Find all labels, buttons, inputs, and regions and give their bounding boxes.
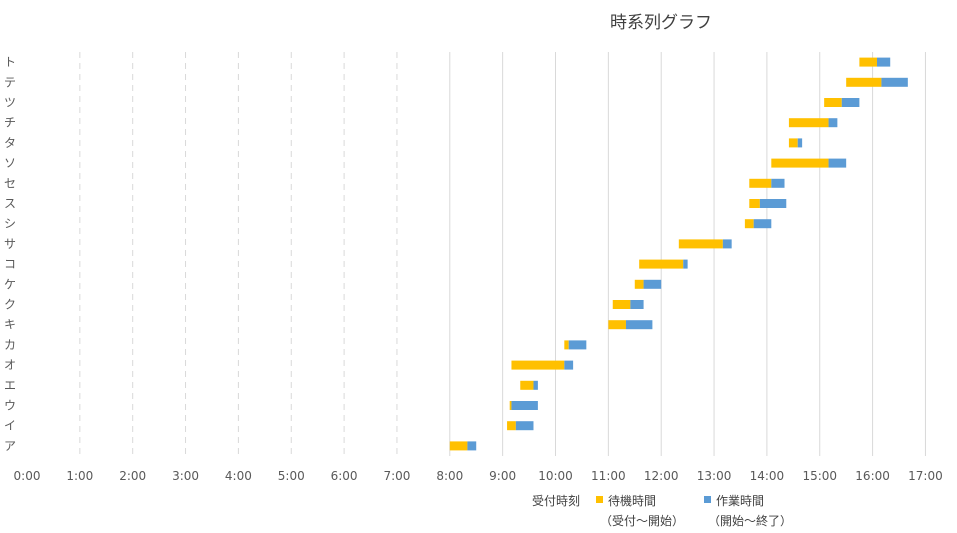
y-category-label: ス [4,197,16,211]
bar-wait-カ [564,340,569,350]
bar-wait-サ [678,239,723,249]
bar-work-セ [771,178,785,188]
grid-lines [79,52,926,456]
bar-work-ア [467,441,477,451]
legend-label: 作業時間 [716,494,764,508]
y-category-label: ト [4,55,16,69]
bar-work-チ [828,118,838,128]
bar-work-ト [877,57,891,67]
bar-wait-ア [449,441,468,451]
bar-wait-シ [744,219,754,229]
bar-work-キ [625,320,653,330]
x-axis-ticks: 0:00 1:00 2:00 3:00 4:00 5:00 6:00 7:00 8:00 9:00… [14,469,943,483]
legend-swatch [704,496,711,503]
y-category-label: ケ [4,277,16,291]
bar-wait-ツ [824,98,842,107]
x-tick-label: 4:00 [225,469,252,483]
bar-work-サ [722,239,732,249]
bar-work-テ [881,77,908,87]
legend: 受付時刻 待機時間 （受付～開始） 作業時間 （開始～終了） [532,493,792,528]
bar-work-カ [568,340,587,350]
x-tick-label: 8:00 [436,469,463,483]
y-category-label: テ [4,75,16,89]
legend-sublabel: （受付～開始） [600,514,684,528]
y-category-label: タ [4,136,16,150]
y-category-label: イ [4,419,16,433]
bar-work-エ [533,380,538,390]
x-tick-label: 5:00 [278,469,305,483]
y-category-label: シ [4,217,16,231]
bars [449,57,908,451]
bar-wait-ウ [509,401,512,410]
x-tick-label: 14:00 [750,469,785,483]
y-category-label: カ [4,338,16,352]
y-category-label: ツ [4,96,16,110]
bar-wait-エ [520,380,534,390]
bar-wait-キ [608,320,626,330]
y-category-label: オ [4,358,16,372]
x-tick-label: 1:00 [66,469,93,483]
bar-wait-ケ [634,279,644,289]
y-category-label: ア [4,439,16,453]
y-category-label: ウ [4,399,16,413]
y-category-label: コ [4,257,16,271]
legend-sublabel: （開始～終了） [708,513,792,528]
legend-label: 待機時間 [608,493,656,508]
y-category-label: ソ [4,156,16,170]
bar-work-ケ [643,279,662,289]
x-tick-label: 6:00 [331,469,358,483]
x-tick-label: 7:00 [383,469,410,483]
y-category-label: エ [4,378,16,392]
bar-work-イ [515,421,534,431]
x-tick-label: 2:00 [119,469,146,483]
y-category-label: サ [4,237,16,251]
x-tick-label: 17:00 [908,469,943,483]
legend-label: 受付時刻 [532,494,580,508]
bar-wait-チ [788,118,829,128]
y-category-label: セ [4,176,16,190]
bar-wait-タ [788,138,798,148]
bar-work-シ [753,219,772,229]
bar-work-タ [797,138,803,148]
bar-wait-オ [511,360,565,370]
chart-title: 時系列グラフ [610,13,712,33]
bar-work-ウ [511,401,538,410]
y-category-label: キ [4,318,16,332]
bar-work-コ [683,259,688,269]
legend-swatch [596,496,603,503]
bar-wait-ソ [771,158,829,168]
bar-wait-ク [612,300,631,309]
x-tick-label: 16:00 [855,469,890,483]
bar-wait-セ [749,178,772,188]
x-tick-label: 3:00 [172,469,199,483]
bar-wait-イ [507,421,516,431]
x-tick-label: 10:00 [538,469,573,483]
bar-work-ツ [841,98,860,107]
x-tick-label: 13:00 [697,469,732,483]
x-tick-label: 15:00 [802,469,837,483]
bar-work-ク [630,300,644,309]
bar-wait-ト [859,57,878,67]
bar-work-オ [564,360,574,370]
x-tick-label: 0:00 [14,469,41,483]
bar-wait-コ [639,259,684,269]
x-tick-label: 11:00 [591,469,626,483]
bar-work-ス [759,199,787,208]
bar-work-ソ [828,158,847,168]
bar-wait-テ [846,77,882,87]
x-tick-label: 12:00 [644,469,679,483]
bar-wait-ス [749,199,760,208]
y-category-label: チ [4,116,16,130]
y-category-label: ク [4,298,16,312]
x-tick-label: 9:00 [489,469,516,483]
